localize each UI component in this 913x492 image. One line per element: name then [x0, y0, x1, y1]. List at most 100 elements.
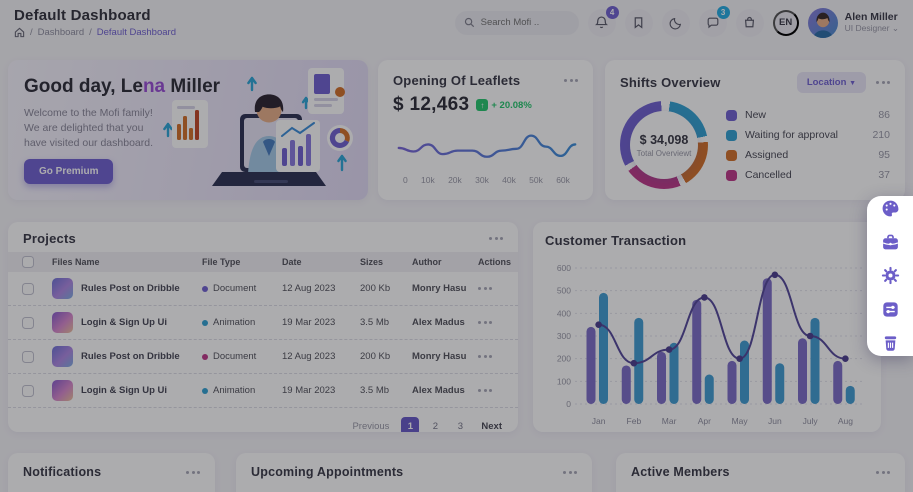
search-icon: [464, 17, 475, 28]
projects-tool-button[interactable]: [877, 230, 903, 255]
page-button[interactable]: 2: [432, 420, 439, 432]
file-date: 12 Aug 2023: [282, 283, 336, 294]
settings-button[interactable]: [877, 264, 903, 289]
row-actions-button[interactable]: [478, 389, 504, 392]
select-all-checkbox[interactable]: [22, 256, 34, 268]
language-button[interactable]: EN: [772, 9, 799, 36]
page-button[interactable]: 1: [401, 417, 420, 432]
bookmark-button[interactable]: [624, 8, 653, 37]
legend-swatch: [726, 149, 737, 161]
file-name: Login & Sign Up Ui: [81, 385, 168, 396]
row-checkbox[interactable]: [22, 384, 34, 397]
shifts-legend: New 86 Waiting for approval 210 Assigned…: [726, 109, 890, 181]
ellipsis-icon[interactable]: [564, 79, 578, 82]
trash-icon: [881, 334, 900, 353]
header-left: Default Dashboard / Dashboard / Default …: [14, 7, 176, 38]
previous-page-button[interactable]: Previous: [352, 420, 390, 432]
donut-total-label: Total Overviewt: [636, 148, 692, 158]
dark-mode-button[interactable]: [661, 8, 690, 37]
palette-icon: [881, 199, 900, 218]
svg-text:Aug: Aug: [838, 416, 853, 426]
leaflets-amount: $ 12,463: [393, 94, 470, 115]
shifts-donut-chart: $ 34,098 Total Overviewt: [620, 101, 708, 189]
x-tick-label: 10k: [421, 175, 435, 185]
moon-icon: [669, 16, 683, 30]
x-tick-label: 40k: [502, 175, 516, 185]
location-filter-button[interactable]: Location ▼: [796, 72, 866, 93]
svg-text:600: 600: [557, 263, 571, 273]
row-actions-button[interactable]: [478, 355, 504, 358]
user-menu[interactable]: Alen Miller UI Designer ⌄: [807, 7, 899, 38]
file-thumbnail: [52, 278, 73, 299]
col-author: Author: [412, 257, 442, 267]
theme-customizer-button[interactable]: [877, 196, 903, 221]
ellipsis-icon[interactable]: [563, 470, 577, 474]
top-header: Default Dashboard / Dashboard / Default …: [0, 0, 913, 42]
notification-badge: 4: [605, 5, 619, 19]
projects-table-body: Rules Post on Dribble Document 12 Aug 20…: [8, 272, 518, 408]
row-checkbox[interactable]: [22, 350, 34, 363]
welcome-card: Good day, Lena Miller Welcome to the Mof…: [8, 60, 368, 200]
clear-cache-button[interactable]: [877, 331, 903, 356]
messages-button[interactable]: 3: [698, 5, 730, 37]
row-actions-button[interactable]: [478, 287, 504, 290]
file-name: Rules Post on Dribble: [81, 283, 180, 294]
search-input[interactable]: [480, 17, 570, 28]
file-size: 3.5 Mb: [360, 317, 390, 328]
table-row[interactable]: Login & Sign Up Ui Animation 19 Mar 2023…: [8, 306, 518, 340]
col-files-name: Files Name: [52, 257, 100, 267]
file-author: Monry Hasu: [412, 283, 467, 294]
legend-label: New: [745, 109, 767, 121]
svg-text:500: 500: [557, 286, 571, 296]
legend-value: 37: [878, 169, 890, 181]
x-tick-label: 60k: [556, 175, 570, 185]
row-checkbox[interactable]: [22, 316, 34, 329]
breadcrumb-current: Default Dashboard: [96, 27, 176, 38]
ellipsis-icon[interactable]: [876, 81, 890, 84]
transaction-chart: 0 100 200 300 400 500 600 Jan Feb Mar Apr May Jun Jul…: [557, 263, 863, 426]
ellipsis-icon[interactable]: [186, 470, 200, 474]
projects-title: Projects: [23, 231, 76, 246]
opening-leaflets-card: Opening Of Leaflets $ 12,463 ↑ + 20.08% …: [378, 60, 593, 200]
ellipsis-icon[interactable]: [876, 470, 890, 474]
legend-item: New 86: [726, 109, 890, 121]
col-actions: Actions: [478, 257, 512, 267]
cart-button[interactable]: [735, 8, 764, 37]
legend-value: 210: [872, 129, 890, 141]
arrow-up-icon: ↑: [476, 99, 489, 111]
search-box[interactable]: [454, 10, 579, 35]
table-row[interactable]: Rules Post on Dribble Document 12 Aug 20…: [8, 272, 518, 306]
legend-label: Waiting for approval: [745, 129, 838, 141]
file-author: Monry Hasu: [412, 351, 467, 362]
type-dot: [202, 319, 208, 326]
table-row[interactable]: Login & Sign Up Ui Animation 19 Mar 2023…: [8, 374, 518, 408]
row-checkbox[interactable]: [22, 282, 34, 295]
chevron-down-icon: ⌄: [891, 23, 899, 34]
file-size: 200 Kb: [360, 351, 391, 362]
row-actions-button[interactable]: [478, 321, 504, 324]
col-date: Date: [282, 257, 302, 267]
svg-text:200: 200: [557, 354, 571, 364]
page-button[interactable]: 3: [457, 420, 464, 432]
user-name: Alen Miller: [844, 10, 898, 23]
bag-icon: [743, 16, 756, 29]
next-page-button[interactable]: Next: [481, 420, 502, 432]
user-role: UI Designer ⌄: [844, 23, 899, 34]
breadcrumb-dashboard[interactable]: Dashboard: [37, 27, 85, 38]
notifications-button[interactable]: 4: [587, 5, 619, 37]
col-file-type: File Type: [202, 257, 241, 267]
legend-swatch: [726, 169, 737, 181]
file-date: 19 Mar 2023: [282, 385, 336, 396]
projects-table-header: Files Name File Type Date Sizes Author A…: [8, 252, 518, 272]
table-row[interactable]: Rules Post on Dribble Document 12 Aug 20…: [8, 340, 518, 374]
home-icon[interactable]: [14, 27, 25, 38]
ellipsis-icon[interactable]: [489, 237, 503, 240]
go-premium-button[interactable]: Go Premium: [24, 159, 114, 184]
messages-badge: 3: [716, 5, 730, 19]
caret-down-icon: ▼: [849, 80, 856, 87]
preferences-button[interactable]: [877, 297, 903, 322]
greeting-title: Good day, Lena Miller: [24, 76, 221, 97]
legend-item: Cancelled 37: [726, 169, 890, 181]
